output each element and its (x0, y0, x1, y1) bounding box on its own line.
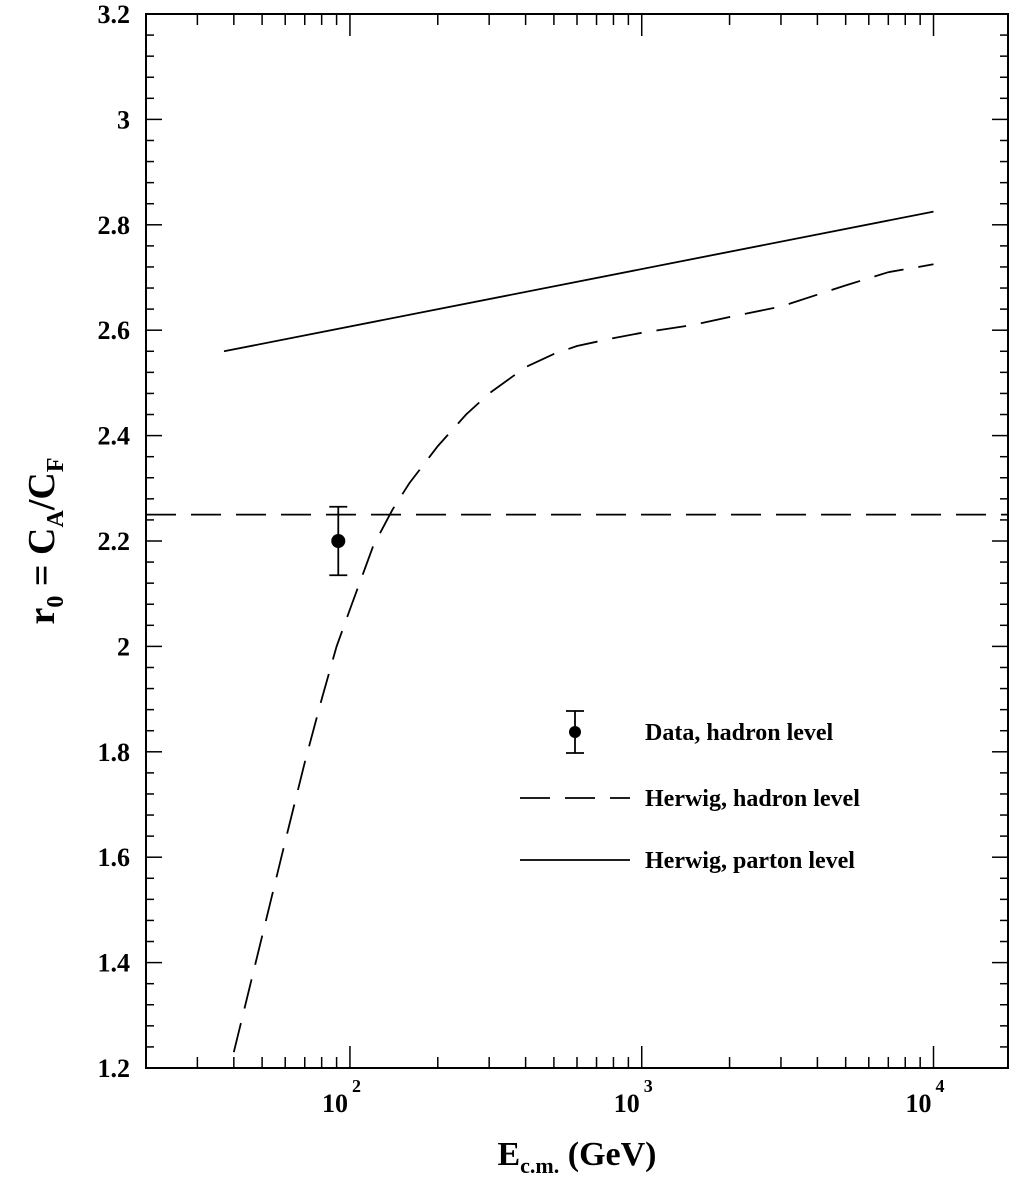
x-tick-label: 10 (322, 1089, 348, 1118)
y-tick-label: 2 (117, 632, 130, 661)
y-tick-label: 2.2 (98, 527, 131, 556)
y-tick-label: 3 (117, 105, 130, 134)
y-tick-label: 3.2 (98, 0, 131, 29)
y-tick-label: 1.2 (98, 1054, 131, 1083)
legend-label: Data, hadron level (645, 720, 834, 746)
y-tick-label: 1.4 (98, 949, 131, 978)
series-line-herwig-hadron (232, 263, 934, 1053)
y-tick-label: 2.8 (98, 211, 131, 240)
x-tick-label: 10 (614, 1089, 640, 1118)
y-tick-label: 1.8 (98, 738, 131, 767)
plot-lines (146, 210, 1008, 1053)
y-tick-label: 2.4 (98, 422, 131, 451)
x-tick-label: 10 (906, 1089, 932, 1118)
y-tick-label: 1.6 (98, 843, 131, 872)
x-tick-exponent: 3 (644, 1076, 653, 1096)
legend-marker-data (569, 726, 581, 738)
x-tick-exponent: 2 (352, 1076, 361, 1096)
legend-label: Herwig, parton level (645, 848, 855, 874)
data-points (329, 505, 348, 577)
plot-frame (145, 13, 1009, 1069)
y-tick-label: 2.6 (98, 316, 131, 345)
x-axis-title: Ec.m. (GeV) (497, 1136, 656, 1178)
axis-ticks (145, 13, 1008, 1069)
legend-label: Herwig, hadron level (645, 786, 860, 812)
y-tick-labels: 1.2 1.4 1.6 1.8 2 2.2 2.4 2.6 2.8 3 3.2 (98, 0, 131, 1083)
x-tick-exponent: 4 (936, 1076, 945, 1096)
y-axis-title: r0 = CA/CF (21, 458, 69, 625)
series-line-herwig-parton (223, 210, 934, 353)
legend: Data, hadron level Herwig, hadron level He… (520, 710, 860, 874)
data-point (331, 534, 346, 548)
